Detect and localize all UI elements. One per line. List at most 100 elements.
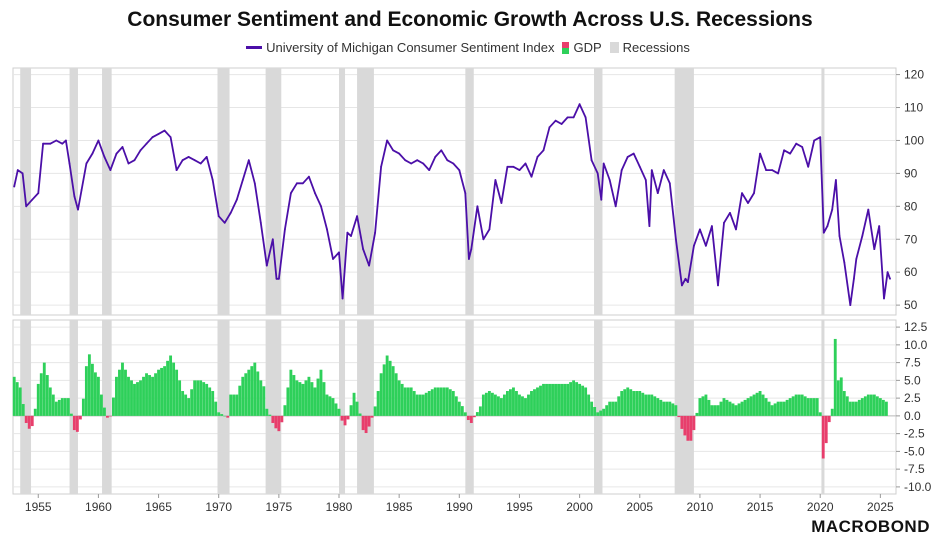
sentiment-point (753, 192, 755, 195)
sentiment-point (199, 162, 202, 165)
sentiment-point (265, 264, 268, 267)
gdp-bar (385, 355, 389, 416)
gdp-bar (782, 401, 786, 416)
gdp-bar (319, 369, 323, 416)
gdp-bar (602, 408, 606, 416)
sentiment-point (608, 179, 611, 181)
sentiment-point (548, 126, 551, 129)
legend-item-recessions: Recessions (609, 40, 690, 55)
gdp-bar (154, 373, 157, 416)
gdp-bar (587, 394, 591, 416)
gdp-bar (208, 387, 212, 416)
sentiment-point (127, 162, 130, 165)
gdp-bar (674, 405, 678, 416)
gdp-bar (346, 415, 350, 420)
sentiment-point (193, 159, 196, 162)
sentiment-point (217, 215, 220, 218)
sentiment-point (25, 205, 28, 208)
gdp-bar (343, 415, 347, 426)
gdp-bar (656, 398, 660, 416)
gdp-bar (596, 412, 600, 416)
gdp-bar (409, 387, 413, 416)
gdp-bar (235, 394, 239, 416)
bottom-y-tick-label: 0.0 (904, 409, 921, 423)
gdp-bar (340, 415, 344, 421)
sentiment-point (648, 225, 651, 228)
gdp-bar (551, 383, 554, 416)
gdp-bar (779, 401, 783, 416)
gdp-bar (545, 383, 548, 416)
sentiment-point (65, 139, 67, 142)
gdp-bar (608, 401, 612, 416)
gdp-bar (253, 362, 257, 416)
gdp-bar (298, 382, 302, 416)
sentiment-point (488, 228, 491, 231)
gdp-bar (632, 391, 636, 416)
gdp-bar (103, 407, 106, 416)
sentiment-point (341, 297, 344, 300)
sentiment-point (771, 169, 773, 172)
gdp-bar (830, 408, 834, 416)
gdp-bar (463, 412, 467, 416)
gdp-bar (418, 394, 422, 416)
gdp-bar (878, 398, 882, 416)
gdp-bar (30, 415, 34, 427)
top-y-tick-label: 90 (904, 166, 918, 180)
gdp-bar (27, 415, 31, 429)
sentiment-point (602, 162, 605, 165)
gdp-bar (812, 398, 816, 416)
sentiment-point (656, 192, 659, 195)
gdp-bar (794, 394, 798, 416)
sentiment-point (338, 251, 340, 254)
sentiment-point (223, 221, 226, 224)
gdp-bar (199, 380, 203, 416)
sentiment-point (831, 208, 834, 211)
gdp-bar (490, 392, 494, 416)
sentiment-point (500, 202, 503, 204)
legend-swatch-sentiment (246, 46, 263, 49)
gdp-bar (196, 380, 200, 416)
gdp-bar (262, 386, 266, 416)
sentiment-point (308, 175, 310, 178)
legend-label-gdp: GDP (573, 40, 602, 55)
gdp-bar (695, 412, 699, 416)
gdp-bar (280, 415, 284, 423)
sentiment-point (530, 175, 533, 178)
gdp-bar (169, 355, 173, 416)
sentiment-point (470, 248, 473, 251)
x-tick-label: 2005 (626, 500, 653, 514)
gdp-bar (863, 396, 867, 416)
gdp-bar (605, 405, 609, 416)
sentiment-point (151, 136, 154, 139)
gdp-bar (451, 391, 455, 416)
gdp-bar (668, 401, 672, 416)
gdp-bar (671, 403, 675, 416)
sentiment-point (458, 169, 461, 172)
sentiment-point (97, 139, 100, 142)
gdp-bar (145, 373, 148, 416)
x-tick-label: 1980 (326, 500, 353, 514)
gdp-bar (96, 376, 100, 416)
gdp-bar (875, 396, 879, 416)
gdp-bar (614, 401, 618, 416)
top-y-tick-label: 50 (904, 298, 918, 312)
recession-band-top (217, 68, 230, 315)
sentiment-point (42, 142, 44, 145)
gdp-bar (581, 385, 585, 416)
gdp-bar (337, 408, 341, 416)
sentiment-point (662, 169, 665, 172)
sentiment-point (392, 149, 394, 152)
recession-band-bottom (594, 320, 603, 494)
gdp-bar (406, 387, 410, 416)
sentiment-point (675, 238, 677, 241)
sentiment-point (290, 192, 292, 195)
gdp-bar (662, 401, 666, 416)
sentiment-point (494, 179, 497, 181)
gdp-bar (527, 394, 530, 416)
gdp-bar (271, 415, 275, 423)
gdp-bar (818, 412, 822, 416)
sentiment-point (783, 149, 785, 152)
bottom-y-tick-label: 10.0 (904, 338, 928, 352)
gdp-bar (749, 396, 753, 416)
gdp-bar (788, 398, 792, 416)
